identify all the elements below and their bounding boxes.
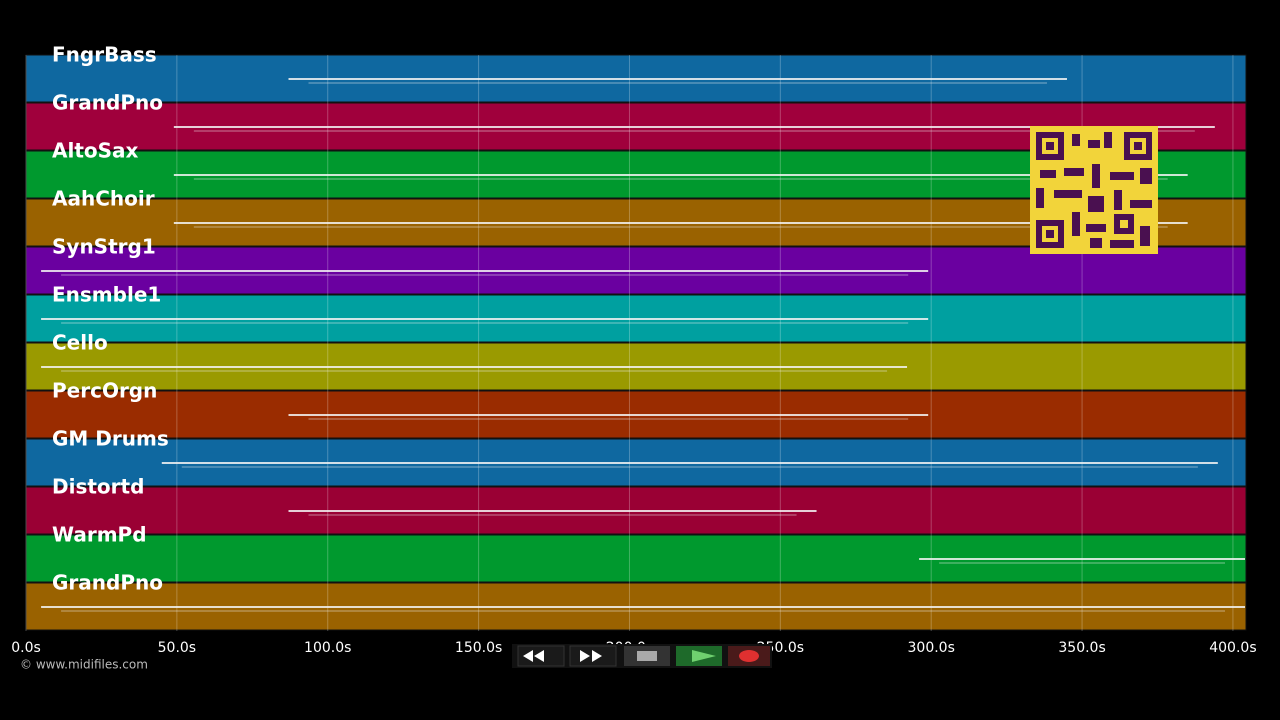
track-label: Cello <box>52 331 108 355</box>
x-tick-label: 50.0s <box>158 640 196 656</box>
track-label: PercOrgn <box>52 379 157 403</box>
grid <box>25 55 1234 631</box>
track-label: Ensmble1 <box>52 283 161 307</box>
x-tick-label: 400.0s <box>1209 640 1256 656</box>
track-label: GrandPno <box>52 91 163 115</box>
x-tick-label: 100.0s <box>304 640 351 656</box>
x-tick-label: 150.0s <box>455 640 502 656</box>
track-label: GM Drums <box>52 427 169 451</box>
x-tick-label: 350.0s <box>1058 640 1105 656</box>
track-label: AltoSax <box>52 139 139 163</box>
fast-forward-button[interactable] <box>569 645 617 667</box>
x-tick-label: 300.0s <box>908 640 955 656</box>
x-tick-label: 0.0s <box>11 640 41 656</box>
track-label: FngrBass <box>52 43 157 67</box>
transport-controls <box>512 644 772 668</box>
track-label: AahChoir <box>52 187 155 211</box>
track-label: WarmPd <box>52 523 147 547</box>
record-button[interactable] <box>728 646 770 666</box>
track-labels: FngrBass GrandPno AltoSax AahChoir SynStrg1 E… <box>52 43 169 595</box>
credit: © www.midifiles.com <box>20 658 148 672</box>
stop-button[interactable] <box>624 646 670 666</box>
track-lane <box>25 534 1247 583</box>
rewind-button[interactable] <box>517 645 565 667</box>
play-button[interactable] <box>676 646 722 666</box>
track-label: SynStrg1 <box>52 235 156 259</box>
track-label: Distortd <box>52 475 144 499</box>
track-label: GrandPno <box>52 571 163 595</box>
notes <box>41 78 1245 612</box>
qr-code <box>1030 126 1158 254</box>
